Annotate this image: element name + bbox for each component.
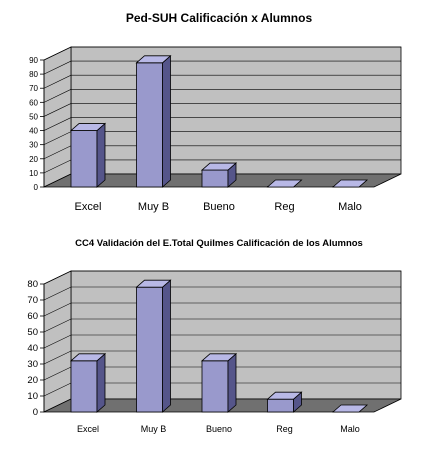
bar-front <box>136 286 163 413</box>
y-tick-label: 20 <box>29 155 38 164</box>
bar-top <box>69 123 107 131</box>
y-tick-label: 50 <box>27 327 38 338</box>
bar <box>69 352 107 413</box>
y-tick-label: 10 <box>29 169 38 178</box>
bar-top <box>200 162 238 171</box>
bar <box>69 122 107 188</box>
bar-front <box>267 398 294 413</box>
bar-top <box>135 55 172 64</box>
bar <box>135 54 172 188</box>
x-category-label: Malo <box>340 424 360 434</box>
x-category-label: Malo <box>338 201 362 213</box>
chart-1-title: Ped-SUH Calificación x Alumnos <box>125 11 313 25</box>
y-tick-label: 70 <box>27 295 38 306</box>
bar <box>200 162 238 188</box>
gridline <box>43 302 401 317</box>
gridline <box>43 286 401 301</box>
y-tick-label: 50 <box>29 112 38 121</box>
bar-top <box>331 179 369 188</box>
y-tick-label: 90 <box>29 56 38 65</box>
y-tick-label: 40 <box>27 343 38 354</box>
gridline <box>43 60 401 75</box>
bar <box>331 179 369 188</box>
y-tick-label: 0 <box>33 407 38 418</box>
bar <box>266 391 303 413</box>
y-tick-label: 20 <box>27 375 38 386</box>
y-tick-label: 80 <box>29 70 38 79</box>
x-category-label: Muy B <box>138 201 169 213</box>
bar-side <box>162 279 171 413</box>
y-tick-label: 10 <box>27 391 38 402</box>
gridline <box>43 334 401 349</box>
gridline <box>43 74 401 89</box>
gridline <box>43 117 401 131</box>
chart-2-title: CC4 Validación del E.Total Quilmes Calif… <box>75 238 363 249</box>
x-category-label: Reg <box>276 424 293 434</box>
bar <box>200 352 238 413</box>
gridline <box>43 89 401 103</box>
gridline <box>43 318 401 333</box>
bar-front <box>70 360 98 413</box>
bar-top <box>69 353 107 362</box>
bar <box>135 279 172 413</box>
bar-top <box>266 391 303 400</box>
bar-top <box>200 353 238 362</box>
bar <box>331 404 369 413</box>
bar-side <box>96 352 106 413</box>
x-category-label: Excel <box>75 201 102 213</box>
y-tick-label: 60 <box>29 98 38 107</box>
bar-top <box>266 179 303 188</box>
bar <box>266 179 303 188</box>
bar-front <box>201 360 229 413</box>
bar-front <box>136 62 163 188</box>
x-category-label: Bueno <box>206 424 232 434</box>
x-category-label: Muy B <box>141 424 167 434</box>
x-category-label: Excel <box>77 424 99 434</box>
gridline <box>43 46 401 61</box>
bar-side <box>227 352 237 413</box>
x-category-label: Reg <box>274 201 294 213</box>
y-tick-label: 30 <box>29 141 38 150</box>
y-tick-label: 80 <box>27 279 38 290</box>
x-category-label: Bueno <box>203 201 235 213</box>
y-tick-label: 40 <box>29 127 38 136</box>
bar-top <box>331 404 369 413</box>
gridline <box>43 103 401 117</box>
y-tick-label: 0 <box>34 183 39 192</box>
y-tick-label: 30 <box>27 359 38 370</box>
gridline <box>43 270 401 285</box>
y-tick-label: 70 <box>29 84 38 93</box>
bar-top <box>135 279 172 288</box>
y-tick-label: 60 <box>27 311 38 322</box>
gridline <box>43 350 401 365</box>
